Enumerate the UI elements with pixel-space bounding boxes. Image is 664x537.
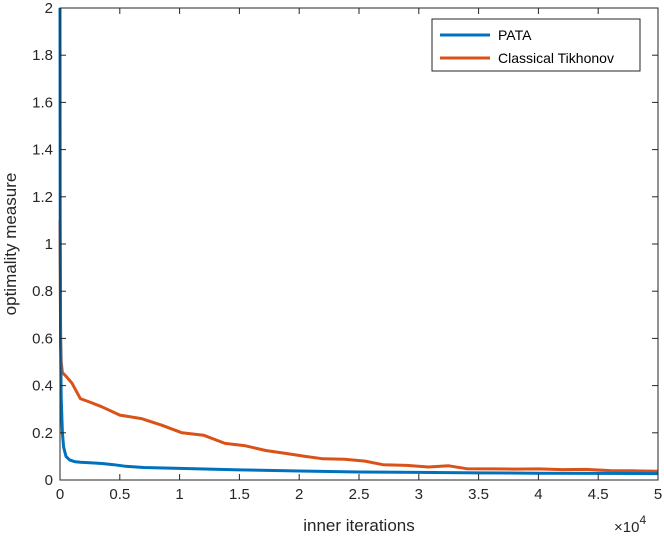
y-axis-label: optimality measure (1, 173, 20, 316)
x-tick-label: 4.5 (588, 486, 609, 503)
y-tick-label: 0.2 (32, 425, 53, 442)
x-tick-label: 2 (295, 486, 303, 503)
plot-area (60, 8, 658, 480)
y-tick-label: 1.4 (32, 142, 53, 159)
x-tick-label: 5 (654, 486, 662, 503)
series-line-pata (58, 7, 659, 476)
x-tick-label: 1.5 (229, 486, 250, 503)
legend-box (431, 18, 641, 72)
x-multiplier-label: ×104 (614, 513, 646, 536)
series-line-classical-tikhonov (58, 220, 659, 473)
ticks-layer: 0 0.5 1 1.5 2 2.5 3 3.5 4 4.5 5 0 0.2 0.4 0.6 0.8 1 1.2 1.… (32, 0, 662, 503)
y-tick-label: 1.6 (32, 94, 53, 111)
y-tick-label: 0 (45, 472, 53, 489)
x-tick-label: 3 (415, 486, 423, 503)
x-tick-label: 2.5 (349, 486, 370, 503)
x-tick-label: 0.5 (109, 486, 130, 503)
legend-label-pata: PATA (498, 27, 532, 43)
x-tick-label: 4 (534, 486, 542, 503)
y-tick-label: 0.4 (32, 378, 53, 395)
y-tick-label: 0.6 (32, 330, 53, 347)
series-layer (58, 7, 659, 476)
y-tick-label: 1.8 (32, 47, 53, 64)
x-axis-label: inner iterations (303, 516, 415, 535)
y-tick-label: 2 (45, 0, 53, 17)
y-tick-label: 1 (45, 236, 53, 253)
legend-label-classical-tikhonov: Classical Tikhonov (498, 50, 614, 66)
x-tick-label: 0 (56, 486, 64, 503)
y-tick-label: 1.2 (32, 189, 53, 206)
x-tick-label: 1 (175, 486, 183, 503)
y-tick-label: 0.8 (32, 283, 53, 300)
x-tick-label: 3.5 (468, 486, 489, 503)
legend: PATA Classical Tikhonov (431, 18, 641, 72)
